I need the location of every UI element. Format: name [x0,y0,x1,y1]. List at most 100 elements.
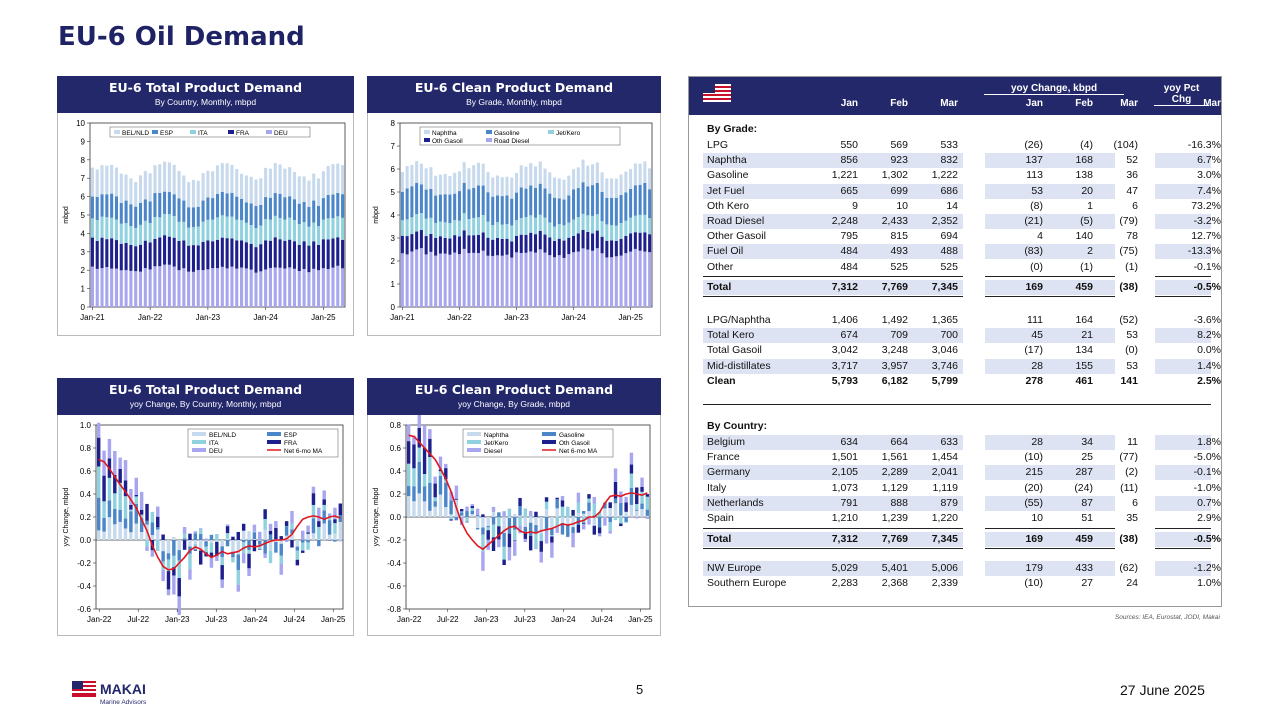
bar-segment [453,252,457,307]
bar-segment [177,578,181,597]
table-cell: 1,221 [831,169,858,182]
bar-segment [231,557,235,563]
y-tick-label: -0.6 [387,582,401,591]
bar-segment [204,546,208,553]
bar-segment [240,240,244,268]
bar-segment [513,540,517,556]
bar-segment [610,240,614,258]
table-cell: 2,433 [881,215,908,227]
bar-segment [231,540,235,552]
bar-segment [172,575,176,595]
bar-segment [148,223,152,243]
bar-segment [172,567,176,576]
y-tick-label: 0.4 [390,467,402,476]
table-cell: 2,352 [931,215,958,227]
bar-segment [105,165,109,195]
bar-segment [629,473,634,488]
bar-segment [518,517,522,526]
bar-segment [638,250,642,307]
bar-segment [486,527,490,531]
bar-segment [467,219,471,236]
bar-segment [273,163,277,194]
bar-segment [486,255,490,307]
bar-segment [419,230,423,249]
table-cell: 287 [1075,466,1093,479]
legend-label: Oth Gasoil [432,138,463,145]
bar-segment [241,530,246,540]
bar-segment [327,513,332,518]
panel-header: EU-6 Total Product Demand By Country, Mo… [57,76,354,113]
bar-segment [110,268,114,307]
bar-segment [410,164,414,187]
bar-segment [438,475,443,495]
table-cell: 36 [1126,169,1138,182]
bar-segment [495,222,499,238]
bar-segment [500,238,504,256]
y-tick-label: 8 [81,156,86,165]
bar-segment [633,185,637,216]
bar-segment [571,532,575,548]
bar-segment [629,233,633,252]
table-cell: 169 [1025,281,1043,293]
bar-segment [206,269,210,307]
bar-segment [507,547,512,561]
bar-segment [148,242,152,270]
bar-segment [90,218,94,238]
bar-segment [640,486,644,492]
legend-label: Naphtha [432,130,457,137]
bar-segment [166,540,171,554]
bar-segment [534,532,538,549]
bar-segment [295,546,300,551]
bar-segment [163,264,167,307]
bar-segment [254,228,258,248]
table-row: Road Diesel 2,248 2,433 2,352 (21) (5) (79) -3.… [703,214,1221,229]
bar-segment [341,217,345,240]
bar-segment [249,203,253,226]
table-cell: 879 [940,496,958,509]
bar-segment [415,160,419,183]
bar-segment [114,196,119,220]
bar-segment [524,188,528,218]
bar-segment [268,240,272,268]
bar-segment [486,530,490,540]
bar-segment [491,239,495,256]
y-tick-label: 4 [81,229,86,238]
table-row: LPG 550 569 533 (26) (4) (104) -16.3% [703,138,1221,153]
bar-segment [576,217,580,234]
bar-segment [629,251,633,307]
bar-segment [567,237,571,255]
table-row: Total Kero 674 709 700 45 21 53 8.2% [703,328,1221,344]
row-label: Belgium [707,436,745,448]
bar-segment [491,255,495,307]
bar-segment [406,463,411,487]
table-cell: 6,182 [881,374,908,387]
bar-segment [182,175,186,201]
bar-segment [307,226,311,246]
bar-segment [523,517,528,527]
bar-segment [465,521,469,523]
legend-label: DEU [209,448,223,455]
bar-segment [259,271,263,307]
bar-segment [633,163,637,186]
bar-segment [502,546,506,560]
bar-segment [433,483,437,498]
bar-segment [244,222,248,243]
table-row: Total 7,312 7,769 7,345 169 459 (38) -0.5% [703,280,1221,295]
bar-segment [326,194,330,219]
bar-segment [119,243,123,271]
bar-segment [453,235,457,253]
bar-segment [643,214,647,233]
bar-segment [519,187,523,218]
table-cell: 2,289 [881,466,908,479]
y-tick-label: 4 [391,211,396,220]
legend-swatch [486,138,492,142]
y-tick-label: 1 [391,280,396,289]
bar-segment [230,165,234,193]
bar-segment [422,486,427,502]
bar-segment [553,241,557,258]
bar-segment [465,506,469,512]
bar-segment [428,482,432,511]
bar-segment [519,252,523,307]
bar-segment [472,188,476,218]
bar-segment [587,498,591,503]
